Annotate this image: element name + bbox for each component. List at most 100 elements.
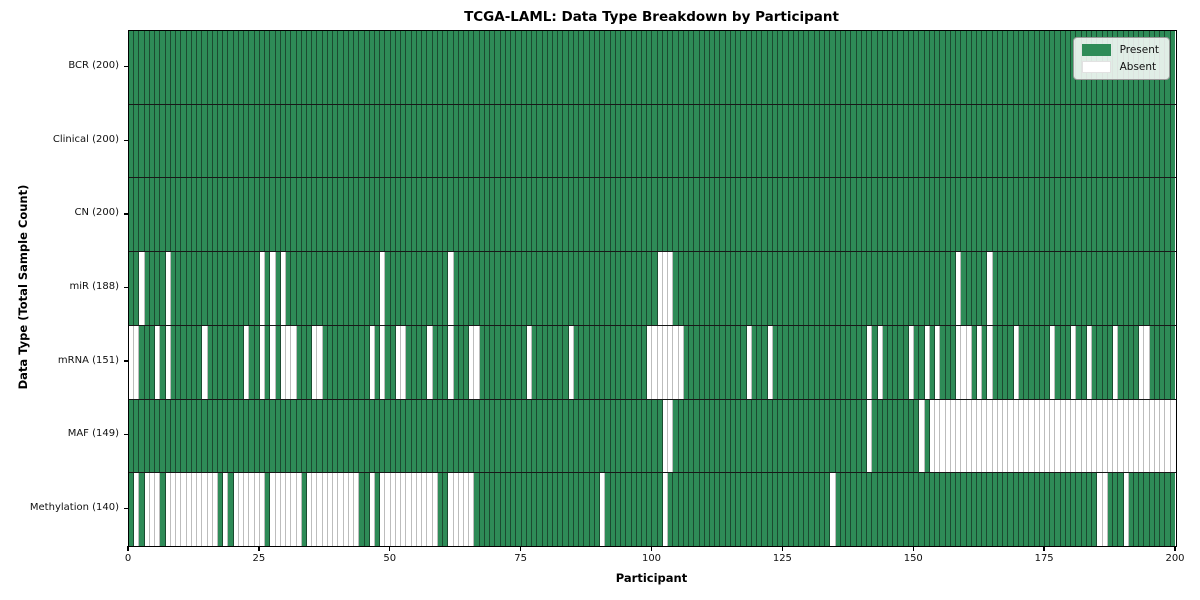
cell-BCR-91 [605,31,611,104]
cell-Methylation-148 [903,473,909,547]
cell-miR-126 [788,252,794,325]
cell-BCR-16 [212,31,218,104]
cell-BCR-62 [453,31,459,104]
y-tick-mark-Clinical [124,139,128,142]
cell-mRNA-185 [1097,325,1103,399]
cell-miR-66 [474,252,480,325]
cell-miR-53 [406,252,412,325]
cell-Clinical-138 [851,104,857,178]
cell-Methylation-89 [594,473,601,547]
cell-Methylation-104 [673,473,679,547]
cell-miR-12 [191,252,198,325]
cell-CN-128 [799,178,805,252]
cell-CN-194 [1144,178,1150,252]
cell-mRNA-191 [1128,325,1134,399]
cell-miR-175 [1045,252,1051,325]
cell-BCR-111 [710,31,716,104]
cell-miR-34 [306,252,313,325]
cell-mRNA-73 [511,325,517,399]
cell-Methylation-98 [641,473,648,547]
cell-Clinical-194 [1144,104,1150,178]
cell-Clinical-2 [139,104,145,178]
cell-mRNA-57 [427,325,433,399]
cell-mRNA-15 [207,325,213,399]
cell-Clinical-22 [244,104,250,178]
cell-Methylation-114 [725,473,731,547]
cell-miR-123 [772,252,779,325]
cell-mRNA-35 [312,325,318,399]
cell-Methylation-70 [495,473,501,547]
cell-Methylation-172 [1029,473,1035,547]
cell-MAF-112 [715,399,721,473]
cell-mRNA-177 [1055,325,1061,399]
cell-CN-52 [401,178,407,252]
cell-Methylation-94 [621,473,627,547]
cell-CN-47 [375,178,381,252]
cell-BCR-18 [223,31,229,104]
cell-BCR-127 [793,31,799,104]
cell-Methylation-154 [935,473,941,547]
cell-mRNA-196 [1154,325,1161,399]
cell-Clinical-13 [197,104,203,178]
cell-miR-121 [762,252,768,325]
cell-BCR-178 [1060,31,1066,104]
cell-CN-57 [427,178,433,252]
cell-mRNA-56 [422,325,428,399]
cell-Methylation-142 [872,473,878,547]
cell-MAF-1 [134,399,140,473]
cell-miR-120 [757,252,763,325]
cell-MAF-180 [1071,399,1077,473]
cell-CN-27 [270,178,276,252]
cell-MAF-144 [882,399,888,473]
cell-Methylation-102 [662,473,669,547]
cell-Clinical-27 [270,104,276,178]
cell-CN-35 [312,178,318,252]
cell-MAF-159 [961,399,967,473]
cell-Methylation-151 [919,473,925,547]
cell-miR-2 [139,252,145,325]
cell-MAF-59 [437,399,444,473]
x-tick-label-150: 150 [903,553,923,564]
cell-Methylation-112 [715,473,721,547]
cell-mRNA-17 [217,325,224,399]
cell-Methylation-61 [448,473,454,547]
cell-Clinical-115 [730,104,737,178]
cell-Clinical-157 [950,104,957,178]
cell-CN-127 [793,178,799,252]
cell-miR-156 [945,252,951,325]
cell-miR-140 [861,252,868,325]
cell-CN-178 [1060,178,1066,252]
cell-MAF-60 [443,399,449,473]
cell-mRNA-136 [840,325,847,399]
cell-CN-172 [1029,178,1035,252]
cell-MAF-183 [1086,399,1093,473]
cell-BCR-172 [1029,31,1035,104]
cell-MAF-4 [149,399,156,473]
cell-BCR-144 [882,31,888,104]
cell-mRNA-70 [495,325,501,399]
cell-Methylation-42 [348,473,355,547]
cell-MAF-198 [1165,399,1171,473]
cell-Clinical-30 [286,104,292,178]
cell-miR-79 [542,252,548,325]
cell-CN-144 [882,178,888,252]
cell-CN-18 [223,178,229,252]
cell-mRNA-72 [505,325,512,399]
cell-mRNA-96 [631,325,637,399]
cell-Methylation-96 [631,473,637,547]
cell-BCR-141 [867,31,873,104]
cell-CN-94 [621,178,627,252]
cell-BCR-151 [919,31,925,104]
cell-miR-16 [212,252,218,325]
cell-miR-70 [495,252,501,325]
cell-BCR-38 [327,31,334,104]
cell-CN-118 [746,178,752,252]
cell-Methylation-90 [600,473,606,547]
cell-miR-84 [568,252,574,325]
legend-absent-label: Absent [1119,61,1157,73]
cell-miR-41 [343,252,349,325]
cell-CN-182 [1081,178,1087,252]
cell-miR-35 [312,252,318,325]
cell-BCR-35 [312,31,318,104]
cell-miR-71 [500,252,506,325]
